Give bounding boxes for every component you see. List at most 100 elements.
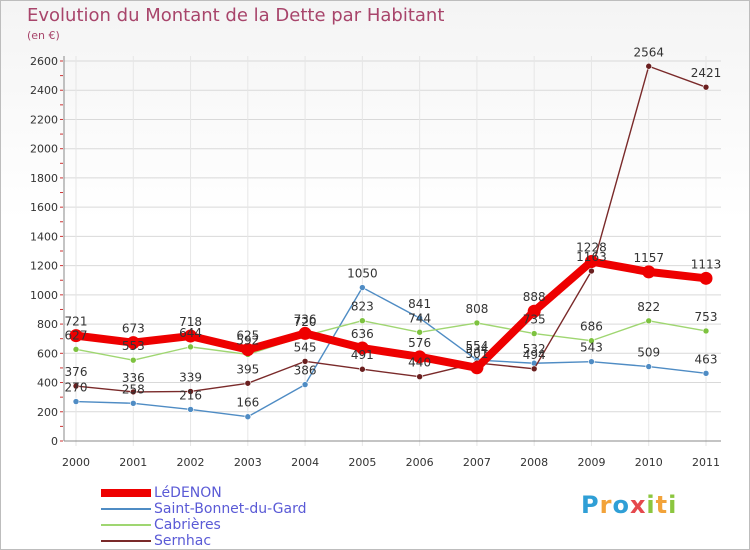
y-tick-label: 2400 [30, 84, 58, 97]
series-line [75, 286, 707, 418]
legend-item: Sernhac [101, 533, 401, 549]
y-tick-label: 2200 [30, 113, 58, 126]
data-point [470, 361, 484, 375]
data-point [530, 365, 538, 373]
x-tick-label: 2010 [635, 456, 663, 469]
data-point [187, 406, 194, 413]
y-tick-label: 600 [37, 347, 58, 360]
data-label: 627 [65, 328, 88, 342]
data-point [244, 413, 252, 421]
data-point [359, 365, 366, 373]
x-tick-label: 2011 [692, 456, 720, 469]
legend-swatch [101, 489, 151, 497]
data-point [187, 388, 194, 395]
data-point [72, 346, 80, 353]
data-point [584, 255, 598, 269]
data-label: 721 [65, 315, 88, 329]
data-point [244, 379, 252, 387]
x-tick-label: 2008 [520, 456, 548, 469]
data-point [359, 284, 366, 291]
legend-label: Saint-Bonnet-du-Gard [154, 501, 307, 517]
y-tick-label: 1800 [30, 172, 58, 185]
y-tick-label: 200 [37, 406, 58, 419]
data-label: 270 [65, 381, 88, 395]
data-label: 718 [179, 315, 202, 329]
data-label: 543 [580, 341, 603, 355]
data-label: 553 [122, 339, 145, 353]
data-point [355, 341, 369, 355]
data-point [69, 329, 83, 343]
data-label: 534 [465, 342, 488, 356]
data-label: 625 [236, 329, 259, 343]
data-point [184, 329, 198, 343]
legend-swatch [101, 540, 151, 542]
data-label: 501 [465, 347, 488, 361]
y-tick-label: 2600 [30, 55, 58, 68]
data-point [129, 356, 137, 364]
y-tick-label: 400 [37, 377, 58, 390]
data-point [588, 358, 595, 365]
logo-letter: i [668, 491, 678, 519]
data-label: 440 [408, 356, 431, 370]
data-label: 1050 [347, 267, 378, 281]
data-point [72, 382, 80, 390]
data-point [72, 398, 80, 405]
data-point [416, 373, 423, 380]
data-point [702, 83, 710, 91]
data-point [416, 328, 423, 336]
y-tick-label: 1400 [30, 230, 58, 243]
data-label: 494 [523, 348, 546, 362]
legend-item: Saint-Bonnet-du-Gard [101, 501, 401, 517]
data-label: 644 [179, 326, 202, 340]
data-label: 395 [236, 362, 259, 376]
data-label: 808 [465, 302, 488, 316]
data-label: 1228 [576, 241, 607, 255]
data-label: 1157 [633, 251, 664, 265]
x-tick-label: 2002 [177, 456, 205, 469]
data-label: 216 [179, 388, 202, 402]
data-point [301, 358, 309, 365]
data-point [645, 317, 653, 325]
y-tick-label: 1000 [30, 289, 58, 302]
y-tick-label: 1600 [30, 201, 58, 214]
data-label: 554 [465, 339, 488, 353]
data-point [129, 399, 137, 407]
data-point [588, 267, 595, 275]
data-label: 736 [294, 312, 317, 326]
x-tick-label: 2001 [119, 456, 147, 469]
data-label: 686 [580, 320, 603, 334]
x-tick-label: 2005 [348, 456, 376, 469]
data-label: 720 [294, 315, 317, 329]
data-label: 576 [408, 336, 431, 350]
data-point [416, 314, 423, 322]
data-label: 636 [351, 327, 374, 341]
data-label: 753 [695, 310, 718, 324]
data-point [359, 317, 366, 325]
data-point [702, 327, 710, 335]
data-point [126, 336, 140, 350]
data-label: 735 [523, 313, 546, 327]
data-label: 336 [122, 371, 145, 385]
logo-letter: t [655, 491, 669, 519]
data-point [473, 319, 481, 327]
x-tick-label: 2007 [463, 456, 491, 469]
data-label: 841 [408, 297, 431, 311]
legend: LéDENON Saint-Bonnet-du-Gard Cabrières Sern… [101, 485, 401, 549]
data-label: 532 [523, 342, 546, 356]
data-label: 673 [122, 322, 145, 336]
y-tick-label: 0 [51, 435, 58, 448]
chart-subtitle: (en €) [27, 29, 60, 42]
data-label: 2421 [691, 66, 722, 80]
legend-label: LéDENON [154, 485, 222, 501]
data-label: 744 [408, 311, 431, 325]
proxiti-logo: Proxiti [581, 491, 677, 519]
data-point [588, 337, 595, 345]
data-label: 545 [294, 340, 317, 354]
series-line [72, 257, 710, 372]
data-point [642, 265, 656, 279]
data-label: 463 [695, 352, 718, 366]
data-point [527, 304, 541, 318]
data-label: 1163 [576, 250, 607, 264]
data-point [298, 326, 312, 340]
data-point [187, 343, 194, 351]
